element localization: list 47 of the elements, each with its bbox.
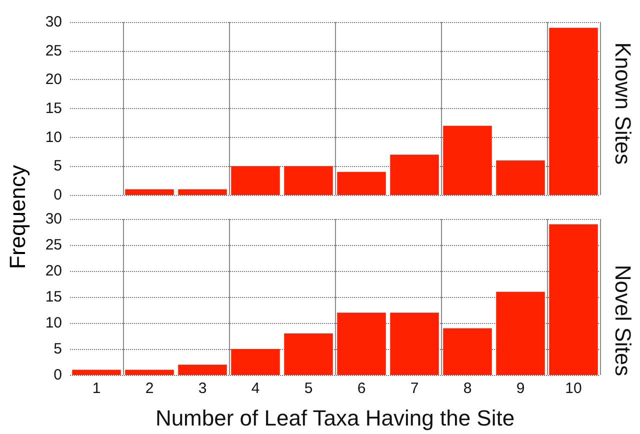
x-tick-label: 4: [251, 380, 260, 397]
bar: [284, 333, 333, 375]
x-tick-label: 7: [410, 380, 419, 397]
bar: [337, 312, 386, 375]
bar: [549, 224, 598, 375]
y-tick-label: 25: [45, 236, 62, 254]
bar: [337, 172, 386, 195]
bar: [231, 166, 280, 195]
bar: [125, 370, 174, 375]
y-tick-label: 20: [45, 71, 62, 88]
x-tick-label: 1: [92, 380, 101, 397]
x-tick-label: 8: [463, 380, 472, 397]
bar: [549, 28, 598, 195]
y-tick-label: 10: [45, 128, 62, 146]
y-tick-label: 20: [45, 262, 62, 280]
bar: [284, 166, 333, 195]
x-tick-label: 2: [145, 380, 154, 397]
bar: [496, 292, 545, 375]
x-axis-title: Number of Leaf Taxa Having the Site: [155, 406, 515, 430]
y-axis-title: Frequency: [5, 165, 31, 269]
y-tick-label: 15: [45, 288, 62, 306]
y-tick-label: 30: [45, 14, 62, 30]
x-tick-label: 9: [516, 380, 525, 397]
y-tick-label: 30: [45, 210, 62, 228]
y-tick-label: 15: [45, 100, 62, 117]
bar: [178, 189, 227, 195]
x-tick-label: 5: [304, 380, 313, 397]
y-tick-label: 25: [45, 42, 62, 60]
y-tick-label: 10: [45, 314, 62, 332]
bar: [125, 189, 174, 195]
bar: [443, 126, 492, 195]
x-tick-label: 6: [357, 380, 366, 397]
bar: [443, 328, 492, 375]
text: Known Sites: [610, 42, 636, 165]
y-tick-label: 0: [54, 366, 62, 384]
x-tick-label: 3: [198, 380, 207, 397]
y-tick-label: 5: [54, 158, 62, 175]
y-tick-label: 0: [54, 186, 62, 204]
text: Novel Sites: [610, 264, 636, 376]
x-tick-label: 10: [565, 380, 582, 397]
bar: [496, 160, 545, 195]
bar: [390, 154, 439, 195]
bar: [178, 364, 227, 375]
bar: [231, 349, 280, 375]
bar: [72, 370, 121, 375]
bar: [390, 312, 439, 375]
y-tick-label: 5: [54, 340, 62, 358]
